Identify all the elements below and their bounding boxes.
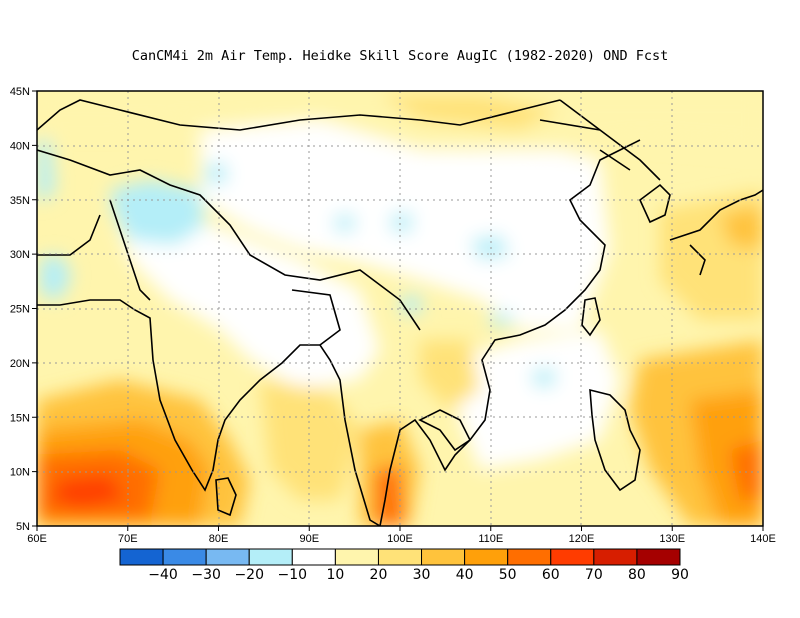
- colorbar-label: 60: [542, 567, 560, 583]
- colorbar-label: 10: [326, 567, 344, 583]
- colorbar-swatch: [162, 548, 207, 566]
- colorbar-label: 20: [370, 567, 388, 583]
- colorbar-swatch: [205, 548, 250, 566]
- colorbar-label: 70: [585, 567, 603, 583]
- skill-score-field: [37, 91, 763, 526]
- coastlines: [37, 99, 763, 526]
- y-tick-label: 40N: [10, 140, 30, 152]
- x-tick-label: 90E: [299, 533, 319, 545]
- colorbar-swatch: [248, 548, 293, 566]
- colorbar-label: 50: [499, 567, 517, 583]
- gridlines: [37, 91, 763, 526]
- y-tick-label: 30N: [10, 249, 30, 261]
- colorbar: −40 −30 −20 −10 10 20 30 40 50 60 70 80 90: [119, 548, 689, 583]
- colorbar-swatch: [636, 548, 681, 566]
- colorbar-swatch: [291, 548, 336, 566]
- y-tick-label: 5N: [16, 521, 30, 533]
- x-tick-label: 70E: [118, 533, 138, 545]
- colorbar-label: 90: [671, 567, 689, 583]
- colorbar-label: −30: [191, 567, 221, 583]
- colorbar-swatch: [464, 548, 509, 566]
- colorbar-swatch: [507, 548, 552, 566]
- colorbar-swatch: [421, 548, 466, 566]
- colorbar-swatch: [119, 548, 164, 566]
- colorbar-swatch: [593, 548, 638, 566]
- colorbar-label: −40: [148, 567, 178, 583]
- x-tick-label: 140E: [750, 533, 776, 545]
- x-tick-label: 120E: [569, 533, 595, 545]
- x-tick-label: 100E: [387, 533, 413, 545]
- x-tick-label: 80E: [209, 533, 229, 545]
- y-tick-label: 10N: [10, 467, 30, 479]
- colorbar-label: 30: [413, 567, 431, 583]
- colorbar-swatch: [377, 548, 423, 566]
- y-tick-label: 25N: [10, 304, 30, 316]
- x-tick-label: 110E: [478, 533, 503, 545]
- colorbar-label: −10: [278, 567, 308, 583]
- x-tick-label: 130E: [659, 533, 685, 545]
- chart-title: CanCM4i 2m Air Temp. Heidke Skill Score …: [131, 48, 669, 64]
- colorbar-label: −20: [234, 567, 264, 583]
- y-tick-label: 45N: [10, 86, 30, 98]
- y-tick-label: 35N: [10, 195, 30, 207]
- y-tick-label: 15N: [10, 412, 30, 424]
- colorbar-swatch: [334, 548, 379, 566]
- colorbar-label: 80: [628, 567, 646, 583]
- x-tick-label: 60E: [27, 533, 47, 545]
- y-tick-label: 20N: [10, 358, 30, 370]
- colorbar-label: 40: [456, 567, 474, 583]
- colorbar-swatch: [550, 548, 595, 566]
